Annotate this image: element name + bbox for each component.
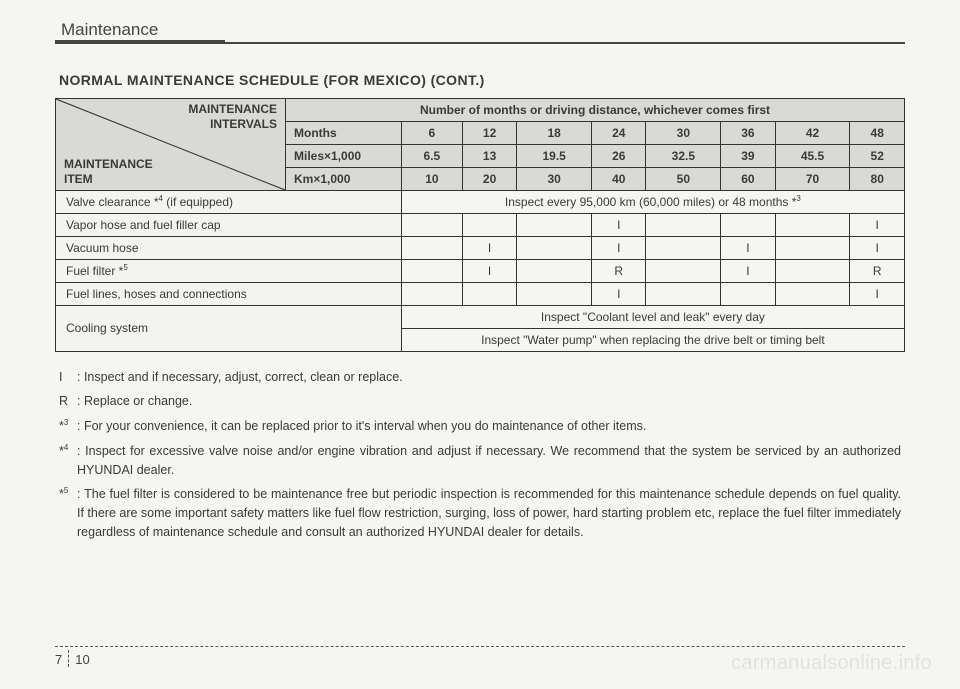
item-val	[775, 213, 850, 236]
item-label: Fuel filter *5	[56, 259, 402, 282]
chapter-rule	[55, 42, 905, 44]
corner-bot-1: MAINTENANCE	[64, 157, 153, 171]
unit-val: 20	[462, 167, 516, 190]
corner-top-2: INTERVALS	[210, 117, 277, 131]
valve-text: Inspect every 95,000 km (60,000 miles) o…	[401, 190, 904, 213]
note-key: *3	[59, 417, 77, 436]
item-val	[775, 259, 850, 282]
cooling-label: Cooling system	[56, 305, 402, 351]
notes-block: I : Inspect and if necessary, adjust, co…	[55, 368, 905, 542]
item-val	[721, 213, 775, 236]
cooling-line1: Inspect "Coolant level and leak" every d…	[401, 305, 904, 328]
unit-val: 50	[646, 167, 721, 190]
unit-val: 48	[850, 121, 905, 144]
note-text: : Inspect for excessive valve noise and/…	[77, 442, 901, 480]
note-text: : For your convenience, it can be replac…	[77, 417, 901, 436]
item-val: I	[850, 236, 905, 259]
unit-val: 80	[850, 167, 905, 190]
item-label: Fuel lines, hoses and connections	[56, 282, 402, 305]
item-val: I	[850, 282, 905, 305]
unit-val: 6	[401, 121, 462, 144]
note-key: R	[59, 392, 77, 411]
page-num-page: 10	[69, 650, 89, 667]
corner-top-1: MAINTENANCE	[188, 102, 277, 116]
item-val	[517, 236, 592, 259]
unit-val: 6.5	[401, 144, 462, 167]
unit-label: Km×1,000	[286, 167, 402, 190]
item-val	[401, 282, 462, 305]
page-num-chapter: 7	[55, 650, 69, 667]
unit-val: 52	[850, 144, 905, 167]
unit-val: 12	[462, 121, 516, 144]
note-key: *4	[59, 442, 77, 480]
item-val	[517, 259, 592, 282]
item-val: I	[850, 213, 905, 236]
note-text: : The fuel filter is considered to be ma…	[77, 485, 901, 541]
chapter-title: Maintenance	[55, 20, 905, 40]
item-val: R	[592, 259, 646, 282]
note-text: : Inspect and if necessary, adjust, corr…	[77, 368, 901, 387]
item-val	[462, 213, 516, 236]
unit-val: 60	[721, 167, 775, 190]
item-val	[401, 259, 462, 282]
unit-val: 39	[721, 144, 775, 167]
item-val: I	[592, 213, 646, 236]
item-val: R	[850, 259, 905, 282]
valve-label: Valve clearance *4 (if equipped)	[56, 190, 402, 213]
item-val	[775, 236, 850, 259]
unit-val: 30	[517, 167, 592, 190]
item-val: I	[462, 236, 516, 259]
item-val	[517, 213, 592, 236]
item-val: I	[721, 259, 775, 282]
watermark: carmanualsonline.info	[731, 652, 932, 675]
section-title: NORMAL MAINTENANCE SCHEDULE (FOR MEXICO)…	[55, 72, 905, 88]
unit-val: 19.5	[517, 144, 592, 167]
note-key: I	[59, 368, 77, 387]
item-val: I	[592, 236, 646, 259]
item-val	[462, 282, 516, 305]
corner-cell: MAINTENANCE INTERVALS MAINTENANCE ITEM	[56, 98, 286, 190]
cooling-line2: Inspect "Water pump" when replacing the …	[401, 328, 904, 351]
unit-val: 45.5	[775, 144, 850, 167]
item-val	[646, 259, 721, 282]
item-val: I	[592, 282, 646, 305]
item-val	[646, 282, 721, 305]
item-val	[721, 282, 775, 305]
note-key: *5	[59, 485, 77, 541]
unit-val: 36	[721, 121, 775, 144]
note-text: : Replace or change.	[77, 392, 901, 411]
unit-label: Months	[286, 121, 402, 144]
unit-label: Miles×1,000	[286, 144, 402, 167]
unit-val: 26	[592, 144, 646, 167]
unit-val: 70	[775, 167, 850, 190]
item-val: I	[721, 236, 775, 259]
unit-val: 42	[775, 121, 850, 144]
unit-val: 13	[462, 144, 516, 167]
item-val	[646, 213, 721, 236]
item-val	[517, 282, 592, 305]
item-label: Vapor hose and fuel filler cap	[56, 213, 402, 236]
item-label: Vacuum hose	[56, 236, 402, 259]
item-val	[401, 213, 462, 236]
item-val: I	[462, 259, 516, 282]
corner-bot-2: ITEM	[64, 172, 93, 186]
unit-val: 10	[401, 167, 462, 190]
item-val	[401, 236, 462, 259]
unit-val: 24	[592, 121, 646, 144]
item-val	[646, 236, 721, 259]
top-header: Number of months or driving distance, wh…	[286, 98, 905, 121]
unit-val: 30	[646, 121, 721, 144]
schedule-table: MAINTENANCE INTERVALS MAINTENANCE ITEM N…	[55, 98, 905, 352]
item-val	[775, 282, 850, 305]
unit-val: 32.5	[646, 144, 721, 167]
unit-val: 18	[517, 121, 592, 144]
unit-val: 40	[592, 167, 646, 190]
